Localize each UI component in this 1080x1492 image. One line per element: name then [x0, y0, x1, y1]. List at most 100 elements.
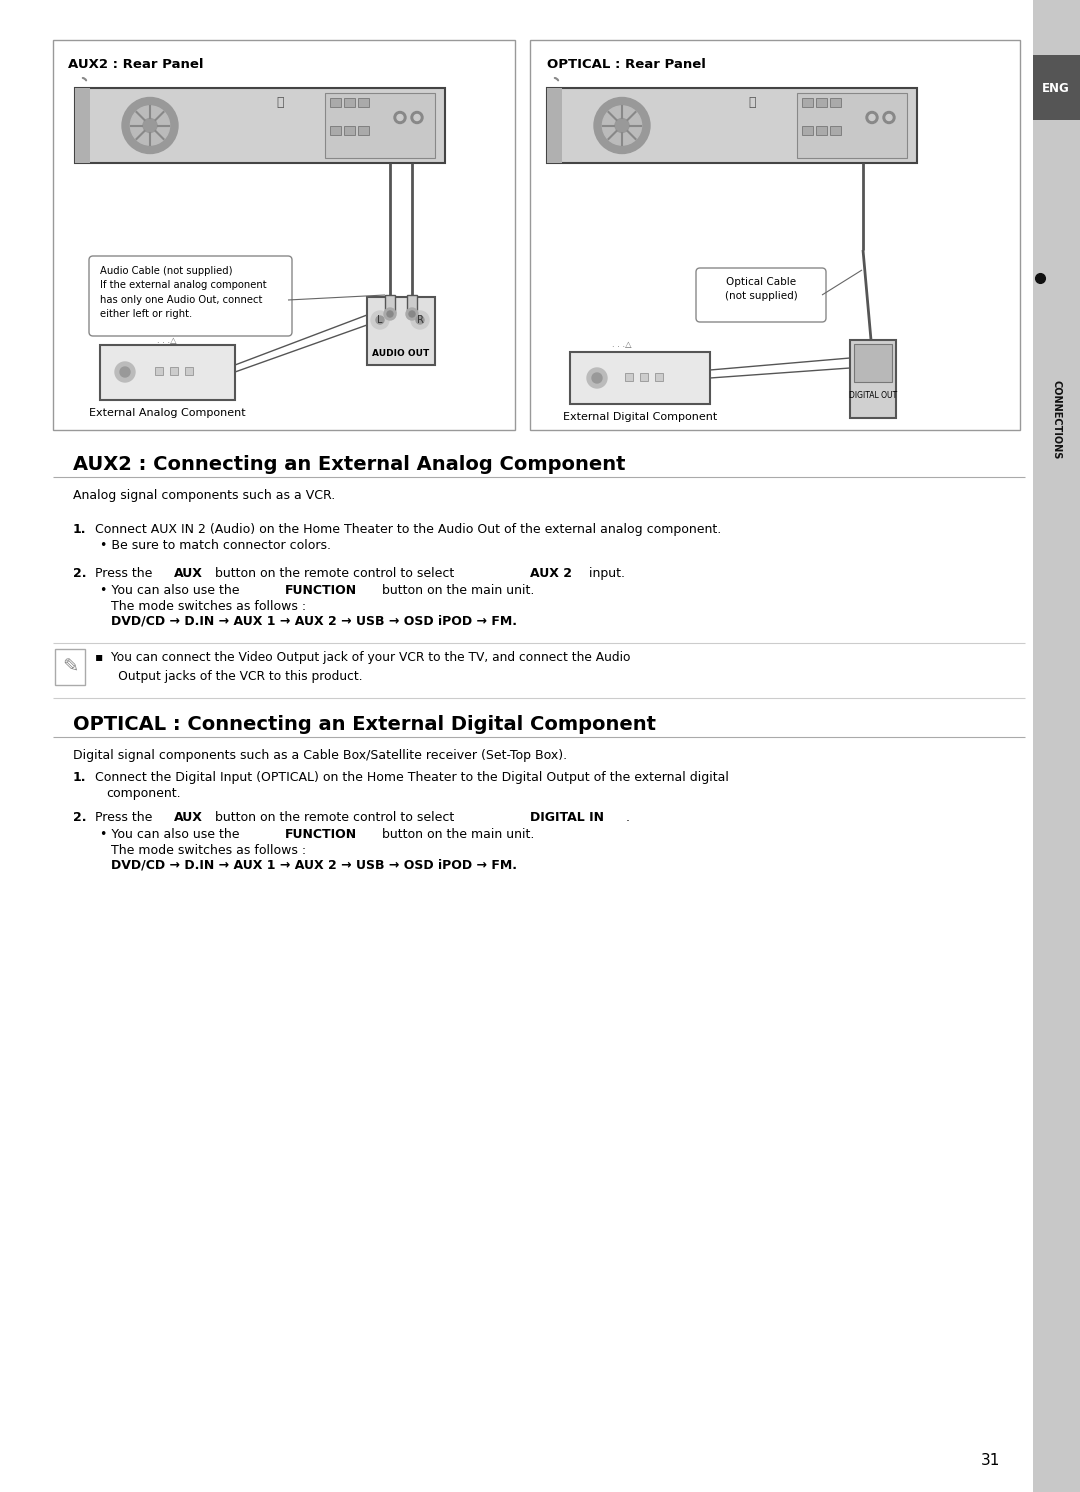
Circle shape	[866, 112, 878, 124]
Text: FUNCTION: FUNCTION	[285, 583, 357, 597]
Bar	[854, 345, 892, 382]
Bar	[345, 125, 355, 134]
Text: 2.: 2.	[73, 812, 86, 824]
Text: component.: component.	[106, 786, 180, 800]
Circle shape	[414, 115, 420, 121]
Text: button on the main unit.: button on the main unit.	[378, 828, 535, 841]
Text: • Be sure to match connector colors.: • Be sure to match connector colors.	[100, 539, 330, 552]
Bar	[75, 88, 445, 163]
Text: input.: input.	[584, 567, 624, 580]
Bar	[831, 98, 841, 107]
Text: button on the main unit.: button on the main unit.	[378, 583, 535, 597]
Bar	[367, 297, 435, 366]
Text: DIGITAL IN: DIGITAL IN	[530, 812, 605, 824]
Text: • You can also use the: • You can also use the	[100, 828, 243, 841]
Bar	[802, 125, 813, 134]
Bar	[625, 373, 633, 380]
Text: .: .	[626, 812, 630, 824]
Text: 1.: 1.	[73, 771, 86, 783]
Text: 2.: 2.	[73, 567, 86, 580]
Text: The mode switches as follows :: The mode switches as follows :	[111, 600, 306, 613]
Text: CONNECTIONS: CONNECTIONS	[1051, 380, 1061, 460]
Text: button on the remote control to select: button on the remote control to select	[212, 567, 459, 580]
Bar	[330, 98, 341, 107]
Circle shape	[120, 367, 130, 377]
Text: ⌴: ⌴	[748, 95, 756, 109]
Text: AUX: AUX	[174, 812, 203, 824]
Bar	[357, 98, 369, 107]
Text: 31: 31	[981, 1453, 1000, 1468]
Text: Analog signal components such as a VCR.: Analog signal components such as a VCR.	[73, 489, 335, 501]
Bar	[325, 93, 435, 158]
Circle shape	[592, 373, 602, 383]
Text: R: R	[417, 315, 423, 325]
Text: AUDIO OUT: AUDIO OUT	[373, 349, 430, 358]
Text: ENG: ENG	[1042, 82, 1070, 94]
Circle shape	[886, 115, 892, 121]
Circle shape	[384, 307, 396, 319]
Text: DIGITAL OUT: DIGITAL OUT	[849, 391, 897, 400]
Bar	[802, 98, 813, 107]
Text: DVD/CD → D.IN → AUX 1 → AUX 2 → USB → OSD iPOD → FM.: DVD/CD → D.IN → AUX 1 → AUX 2 → USB → OS…	[111, 615, 517, 628]
Bar	[1032, 0, 1080, 1492]
Bar	[640, 373, 648, 380]
Bar	[345, 98, 355, 107]
Text: ▪  You can connect the Video Output jack of your VCR to the TV, and connect the : ▪ You can connect the Video Output jack …	[95, 651, 631, 683]
Bar	[546, 88, 562, 163]
Bar	[1032, 55, 1080, 119]
Text: ✎: ✎	[62, 658, 78, 676]
Text: . . .△: . . .△	[158, 336, 177, 345]
Circle shape	[411, 112, 423, 124]
Text: Connect the Digital Input (OPTICAL) on the Home Theater to the Digital Output of: Connect the Digital Input (OPTICAL) on t…	[95, 771, 729, 783]
Text: OPTICAL : Rear Panel: OPTICAL : Rear Panel	[546, 58, 706, 72]
Bar	[75, 88, 90, 163]
Text: • You can also use the: • You can also use the	[100, 583, 243, 597]
Text: FUNCTION: FUNCTION	[285, 828, 357, 841]
Bar	[546, 88, 917, 163]
Bar	[816, 125, 827, 134]
Circle shape	[883, 112, 895, 124]
Text: Optical Cable
(not supplied): Optical Cable (not supplied)	[725, 278, 797, 301]
Bar	[816, 98, 827, 107]
Text: Digital signal components such as a Cable Box/Satellite receiver (Set-Top Box).: Digital signal components such as a Cabl…	[73, 749, 567, 762]
Circle shape	[416, 316, 424, 324]
Circle shape	[143, 118, 157, 133]
Text: button on the remote control to select: button on the remote control to select	[212, 812, 459, 824]
Circle shape	[615, 118, 629, 133]
Text: AUX: AUX	[174, 567, 203, 580]
Circle shape	[387, 310, 393, 316]
Text: DVD/CD → D.IN → AUX 1 → AUX 2 → USB → OSD iPOD → FM.: DVD/CD → D.IN → AUX 1 → AUX 2 → USB → OS…	[111, 859, 517, 871]
Bar	[53, 40, 515, 430]
Bar	[170, 367, 178, 374]
Circle shape	[603, 106, 642, 145]
Text: The mode switches as follows :: The mode switches as follows :	[111, 844, 306, 856]
Circle shape	[411, 310, 429, 330]
Circle shape	[406, 307, 418, 319]
Bar	[357, 125, 369, 134]
Text: Connect AUX IN 2 (Audio) on the Home Theater to the Audio Out of the external an: Connect AUX IN 2 (Audio) on the Home The…	[95, 524, 721, 536]
Text: ⌴: ⌴	[276, 95, 284, 109]
Bar	[55, 649, 85, 685]
Bar	[570, 352, 710, 404]
Bar	[530, 40, 1020, 430]
Text: Press the: Press the	[95, 567, 157, 580]
Text: . . .△: . . .△	[612, 340, 632, 349]
Bar	[100, 345, 235, 400]
Text: External Analog Component: External Analog Component	[89, 407, 245, 418]
Bar	[185, 367, 193, 374]
Circle shape	[122, 97, 178, 154]
Text: OPTICAL : Connecting an External Digital Component: OPTICAL : Connecting an External Digital…	[73, 715, 656, 734]
Bar	[156, 367, 163, 374]
FancyBboxPatch shape	[89, 257, 292, 336]
Text: AUX 2: AUX 2	[530, 567, 572, 580]
Text: L: L	[377, 315, 382, 325]
Text: Press the: Press the	[95, 812, 157, 824]
Circle shape	[594, 97, 650, 154]
Bar	[831, 125, 841, 134]
Circle shape	[409, 310, 415, 316]
Circle shape	[131, 106, 170, 145]
Text: External Digital Component: External Digital Component	[563, 412, 717, 422]
Circle shape	[397, 115, 403, 121]
Circle shape	[376, 316, 384, 324]
Bar	[850, 340, 896, 418]
